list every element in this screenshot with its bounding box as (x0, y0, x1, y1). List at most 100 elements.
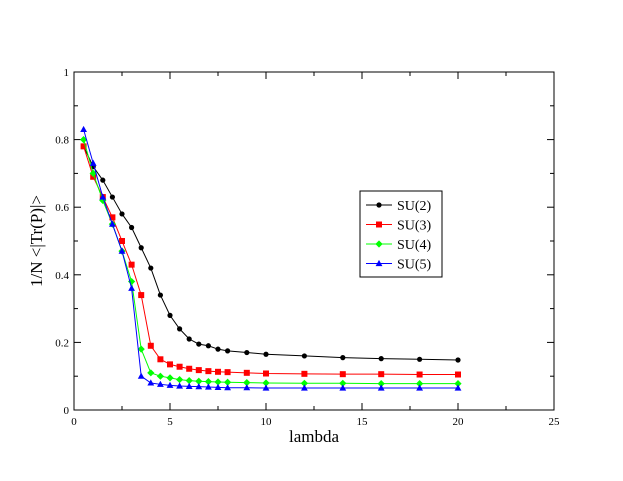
data-point (128, 261, 135, 268)
x-axis-ticks: 0 5 10 15 20 25 (71, 72, 560, 428)
legend-label: SU(5) (397, 258, 432, 273)
data-point (301, 384, 308, 391)
data-point (176, 375, 184, 384)
data-point (416, 371, 423, 378)
data-point (147, 369, 155, 377)
data-point (455, 371, 461, 378)
data-point (215, 368, 221, 375)
data-point (204, 378, 212, 386)
legend-label: SU(2) (397, 199, 432, 214)
data-point (301, 370, 308, 377)
legend-entry: SU(4) (366, 238, 432, 253)
data-point (454, 384, 462, 391)
data-point (89, 169, 97, 177)
data-point (119, 211, 125, 217)
legend-entry: SU(5) (366, 258, 432, 273)
data-point (196, 341, 202, 347)
x-tick-label: 10 (261, 416, 273, 428)
data-point (339, 379, 347, 387)
data-point (148, 265, 154, 271)
data-point (137, 372, 145, 379)
data-point (215, 346, 221, 352)
data-point (225, 348, 231, 354)
data-point (89, 159, 97, 166)
legend-label: SU(4) (397, 238, 432, 253)
y-tick-label: 0.2 (55, 337, 69, 349)
data-point (301, 353, 307, 359)
y-axis-ticks: 0 0.2 0.4 0.6 0.8 1 (55, 67, 554, 417)
y-tick-label: 0.6 (55, 202, 69, 214)
data-point (263, 370, 269, 377)
data-point (138, 292, 145, 299)
data-point (129, 224, 135, 231)
data-point (300, 379, 308, 387)
data-point (262, 379, 270, 387)
data-point (340, 355, 346, 361)
data-point (339, 384, 347, 391)
x-tick-label: 20 (453, 416, 465, 428)
data-point (214, 383, 222, 390)
data-point (147, 342, 154, 349)
data-point (262, 384, 270, 391)
legend-label: SU(3) (397, 219, 432, 234)
data-point (80, 125, 87, 133)
data-point (377, 384, 385, 391)
data-point (177, 326, 183, 332)
legend-entry: SU(3) (366, 219, 432, 234)
x-tick-label: 5 (167, 416, 173, 428)
data-point (243, 369, 250, 376)
data-point (214, 378, 222, 386)
data-point (176, 363, 183, 370)
data-point (205, 368, 212, 375)
data-point (138, 245, 144, 251)
data-point (118, 247, 126, 254)
data-point (100, 177, 106, 183)
legend-marker (375, 259, 383, 267)
data-point (454, 380, 462, 388)
data-point (137, 345, 145, 353)
data-point (166, 381, 174, 388)
data-point (128, 284, 135, 291)
data-point (224, 384, 231, 391)
data-point (185, 382, 193, 389)
data-point (157, 356, 164, 363)
y-tick-label: 1 (64, 67, 70, 79)
data-point (195, 377, 203, 385)
data-point (176, 382, 183, 389)
x-tick-label: 0 (71, 416, 77, 428)
data-point (455, 357, 461, 363)
data-point (80, 136, 88, 144)
legend-entry: SU(2) (366, 199, 432, 214)
data-point (156, 372, 164, 380)
x-axis-title: lambda (289, 427, 339, 446)
x-tick-label: 15 (357, 416, 369, 428)
data-point (378, 371, 385, 378)
data-point (377, 380, 385, 388)
legend-marker (375, 240, 383, 248)
data-point (339, 371, 346, 378)
series-layer (80, 125, 462, 391)
legend: SU(2) SU(3) SU(4) SU(5) (359, 190, 443, 278)
data-point (243, 384, 251, 391)
data-point (119, 238, 125, 244)
data-point (109, 220, 116, 227)
data-point (157, 292, 163, 298)
y-tick-label: 0 (64, 405, 70, 417)
data-point (186, 336, 192, 342)
y-axis-title: 1/N <|Tr(P)|> (27, 195, 46, 287)
data-point (99, 193, 107, 200)
data-point (417, 356, 423, 362)
data-point (243, 379, 251, 387)
data-point (205, 343, 211, 349)
data-point (167, 361, 173, 368)
y-tick-label: 0.8 (55, 135, 69, 147)
data-point (378, 356, 384, 362)
data-point (195, 367, 202, 374)
data-point (166, 374, 174, 382)
data-point (205, 383, 212, 390)
legend-marker (376, 202, 382, 208)
data-point (167, 312, 173, 318)
series-1 (81, 143, 461, 363)
data-point (80, 143, 87, 150)
